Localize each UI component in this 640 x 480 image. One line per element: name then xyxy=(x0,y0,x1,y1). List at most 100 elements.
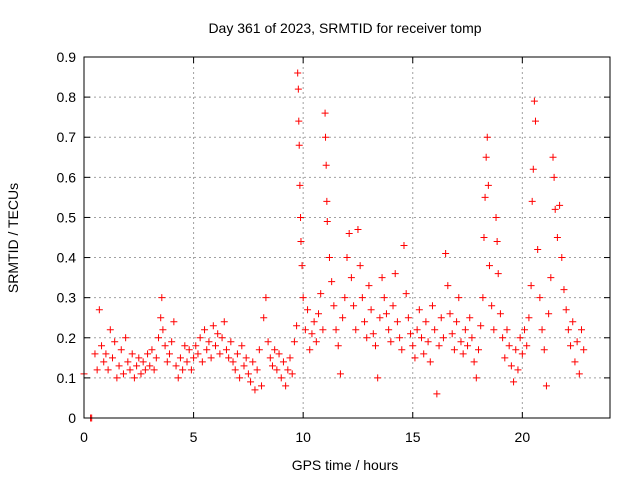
data-point xyxy=(455,294,463,302)
data-point xyxy=(470,358,478,366)
x-tick-label: 20 xyxy=(515,429,531,445)
data-point xyxy=(146,362,154,370)
data-point xyxy=(209,322,217,330)
data-point xyxy=(321,109,329,117)
data-point xyxy=(244,370,252,378)
data-point xyxy=(298,262,306,270)
data-point xyxy=(516,334,524,342)
data-point xyxy=(152,354,160,362)
data-point xyxy=(480,234,488,241)
data-point xyxy=(122,334,130,342)
data-point xyxy=(113,374,121,382)
data-point xyxy=(277,374,285,382)
chart-title: Day 361 of 2023, SRMTID for receiver tom… xyxy=(208,20,481,36)
data-point xyxy=(415,306,423,314)
data-point xyxy=(380,294,388,302)
data-point xyxy=(253,366,261,374)
data-point xyxy=(290,338,298,346)
data-point xyxy=(534,246,542,254)
data-point xyxy=(483,133,491,141)
data-point xyxy=(363,334,371,342)
data-point xyxy=(231,366,239,374)
y-tick-label: 0 xyxy=(68,410,76,426)
y-axis-label: SRMTID / TECUs xyxy=(5,183,21,293)
data-point xyxy=(330,302,338,310)
data-point xyxy=(275,350,283,358)
data-point xyxy=(161,342,169,350)
data-point xyxy=(550,173,558,181)
data-point xyxy=(271,346,279,354)
data-point xyxy=(484,181,492,189)
data-point xyxy=(100,358,108,366)
data-point xyxy=(437,314,445,322)
data-point xyxy=(159,326,167,334)
data-point xyxy=(93,366,101,374)
data-point xyxy=(528,197,536,205)
x-axis-label: GPS time / hours xyxy=(292,457,399,473)
data-point xyxy=(387,338,395,346)
data-point xyxy=(433,390,441,398)
data-point xyxy=(312,338,320,346)
data-point xyxy=(459,350,467,358)
data-point xyxy=(139,358,147,366)
data-point xyxy=(225,354,233,362)
data-point xyxy=(218,334,226,342)
data-point xyxy=(126,366,134,374)
data-point xyxy=(505,342,513,350)
data-point xyxy=(567,342,575,350)
data-point xyxy=(461,326,469,334)
data-point xyxy=(192,342,200,350)
data-point xyxy=(279,358,287,366)
data-point xyxy=(205,338,213,346)
data-point xyxy=(571,358,579,366)
data-point xyxy=(296,181,304,189)
data-point xyxy=(203,346,211,354)
data-point xyxy=(481,193,489,201)
data-point xyxy=(482,153,490,161)
data-point xyxy=(95,306,103,314)
data-point xyxy=(325,254,333,262)
data-point xyxy=(475,346,482,354)
y-tick-label: 0.3 xyxy=(57,290,77,306)
data-point xyxy=(551,205,559,213)
data-point xyxy=(347,274,355,282)
data-point xyxy=(295,117,303,125)
data-point xyxy=(165,350,173,358)
data-point xyxy=(367,306,375,314)
data-point xyxy=(185,346,193,354)
data-point xyxy=(198,358,206,366)
data-point xyxy=(472,374,480,382)
y-tick-label: 0.5 xyxy=(57,209,77,225)
data-point xyxy=(133,362,141,370)
data-point xyxy=(435,342,443,350)
data-point xyxy=(418,334,426,342)
data-point xyxy=(150,366,158,374)
data-point xyxy=(135,354,143,362)
data-point xyxy=(336,370,344,378)
data-point xyxy=(299,294,307,302)
data-point xyxy=(549,153,557,161)
data-point xyxy=(356,262,364,270)
data-point xyxy=(317,290,325,298)
data-point xyxy=(207,354,215,362)
data-point xyxy=(426,358,434,366)
x-tick-label: 0 xyxy=(80,429,88,445)
data-point xyxy=(448,330,456,338)
data-point xyxy=(102,350,110,358)
data-point xyxy=(284,366,292,374)
data-point xyxy=(262,294,270,302)
data-point xyxy=(404,314,412,322)
data-point xyxy=(304,306,312,314)
data-point xyxy=(108,354,116,362)
data-point xyxy=(501,354,509,362)
data-point xyxy=(490,326,498,334)
data-point xyxy=(488,302,496,310)
data-point xyxy=(247,378,255,386)
data-point xyxy=(402,290,410,298)
data-point xyxy=(371,342,379,350)
data-point xyxy=(560,286,568,294)
data-point xyxy=(510,378,518,386)
y-tick-label: 0.4 xyxy=(57,250,77,266)
data-point xyxy=(479,294,487,302)
